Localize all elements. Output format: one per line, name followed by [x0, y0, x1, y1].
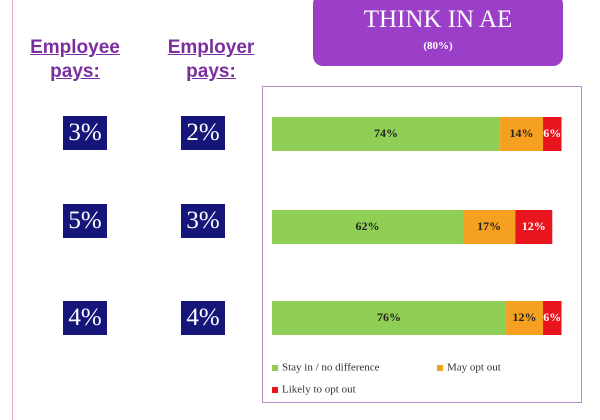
bar-segment — [543, 301, 562, 335]
value-label: 74% — [374, 126, 398, 140]
column-heading: Employee pays: — [30, 37, 120, 82]
rate-box: 5% — [63, 204, 107, 238]
value-label: 12% — [513, 310, 537, 324]
value-label: 62% — [355, 219, 379, 233]
value-label: 76% — [377, 310, 401, 324]
rate-box: 4% — [181, 301, 225, 335]
bar-segment — [506, 301, 544, 335]
bar-segment — [462, 210, 516, 244]
bar-segment — [499, 117, 544, 151]
bar-segment — [515, 210, 553, 244]
legend-swatch — [437, 365, 443, 371]
column-heading: Employer pays: — [167, 37, 255, 82]
slide-edge — [12, 0, 13, 420]
bar-segment — [543, 117, 562, 151]
chart: 74% 14% 6% 62% 17% 12% 76% 12% 6% Stay in / no di… — [262, 86, 582, 403]
chart-frame — [262, 86, 582, 403]
rate-box: 2% — [181, 116, 225, 150]
rate-box: 3% — [181, 204, 225, 238]
legend-label: Likely to opt out — [282, 384, 356, 396]
value-label: 14% — [509, 126, 533, 140]
legend-swatch — [272, 365, 278, 371]
value-label: 17% — [477, 219, 501, 233]
chart-title: THINK IN AE — [363, 6, 513, 33]
chart-subtitle: (80%) — [423, 40, 453, 52]
title-box: THINK IN AE (80%) — [313, 0, 563, 66]
value-label: 12% — [522, 219, 546, 233]
legend-swatch — [272, 387, 278, 393]
rate-box: 3% — [63, 116, 107, 150]
legend-label: Stay in / no difference — [282, 362, 380, 374]
legend-label: May opt out — [447, 362, 501, 374]
value-label: 6% — [543, 126, 561, 140]
rate-box: 4% — [63, 301, 107, 335]
bar-segment — [272, 210, 463, 244]
bar-segment — [272, 301, 507, 335]
bar-segment — [272, 117, 500, 151]
value-label: 6% — [543, 310, 561, 324]
